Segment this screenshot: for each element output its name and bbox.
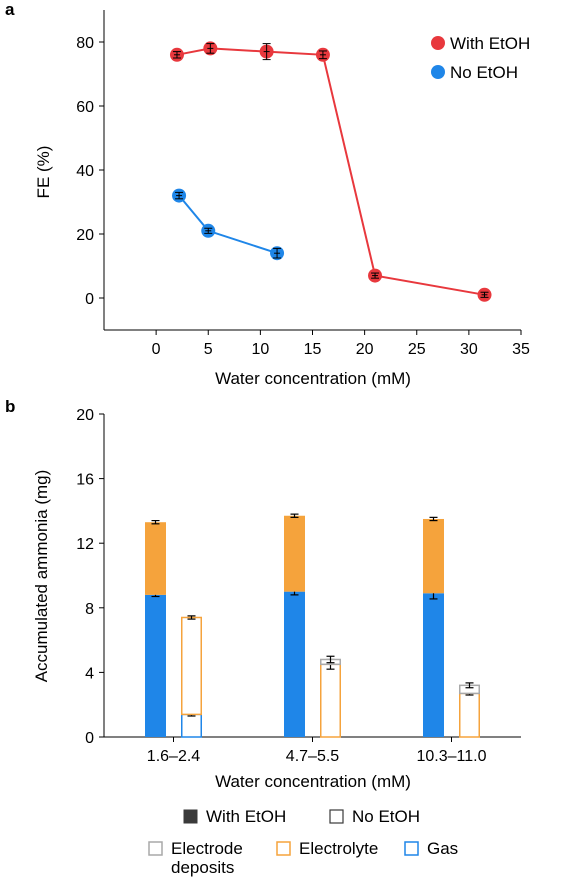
legend-label-electrode-line2: deposits — [171, 858, 234, 877]
error-bar-with-etoh-electrolyte — [151, 519, 160, 525]
panel-b-y-tick-label: 16 — [76, 472, 94, 489]
panel-a-x-tick-label: 10 — [251, 341, 269, 358]
bar-with-etoh-electrolyte — [284, 515, 305, 592]
panel-b: 0 4 8 12 16 20 1.6–2.4 4.7–5.5 10.3–11.0 Water … — [32, 407, 521, 791]
error-bar-no-etoh-electrode-deposits — [326, 655, 335, 664]
panel-b-x-tick-label: 1.6–2.4 — [147, 748, 200, 765]
error-bar-no-etoh — [204, 227, 213, 234]
panel-a-x-tick-label: 35 — [512, 341, 530, 358]
bar-no-etoh-electrolyte — [320, 663, 341, 738]
panel-b-x-tick-label: 10.3–11.0 — [417, 748, 487, 765]
panel-a-y-tick-label: 60 — [76, 99, 94, 116]
panel-a-x-tick-label: 25 — [408, 341, 426, 358]
panel-a-x-tick-label: 15 — [304, 341, 322, 358]
panel-a-x-label: Water concentration (mM) — [215, 369, 411, 388]
error-bar-no-etoh — [175, 191, 184, 200]
legend-swatch-electrolyte — [276, 841, 291, 856]
legend-swatch-with-etoh — [183, 809, 198, 824]
error-bar-with-etoh — [371, 272, 380, 279]
error-bar-no-etoh-electrolyte — [187, 615, 196, 620]
panel-b-legend: With EtOH No EtOH Electrode deposits Ele… — [148, 807, 458, 877]
legend-marker-no-etoh — [431, 65, 445, 79]
panel-a-x-tick-label: 0 — [152, 341, 161, 358]
bar-no-etoh-electrolyte — [181, 616, 202, 716]
error-bar-no-etoh-electrode-deposits — [465, 682, 474, 689]
panel-a-legend: With EtOH No EtOH — [431, 34, 530, 82]
panel-a-y-tick-label: 80 — [76, 35, 94, 52]
panel-a-x-tick-label: 30 — [460, 341, 478, 358]
error-bar-with-etoh-electrolyte — [429, 516, 438, 522]
panel-a-letter: a — [5, 0, 15, 19]
error-bar-with-etoh — [172, 51, 181, 59]
panel-a-y-tick-label: 40 — [76, 163, 94, 180]
legend-label-no-etoh: No EtOH — [352, 807, 420, 826]
legend-label-with-etoh: With EtOH — [450, 34, 530, 53]
error-bar-with-etoh — [206, 43, 215, 54]
panel-b-x-tick-label: 4.7–5.5 — [286, 748, 339, 765]
bar-with-etoh-gas — [423, 593, 444, 737]
error-bar-with-etoh — [480, 291, 489, 298]
series-line-with-etoh — [176, 47, 485, 296]
panel-a: 0 20 40 60 80 0 5 10 15 20 25 30 35 Water concentra… — [34, 10, 530, 388]
panel-a-y-tick-label: 20 — [76, 227, 94, 244]
panel-a-y-tick-label: 0 — [85, 291, 94, 308]
legend-swatch-gas — [404, 841, 419, 856]
error-bar-with-etoh — [262, 43, 271, 61]
bar-no-etoh-electrolyte — [459, 692, 480, 738]
legend-marker-with-etoh — [431, 36, 445, 50]
panel-b-y-tick-label: 4 — [85, 665, 94, 682]
legend-label-electrode-line1: Electrode — [171, 839, 243, 858]
panel-b-x-label: Water concentration (mM) — [215, 772, 411, 791]
panel-b-y-tick-label: 0 — [85, 730, 94, 747]
panel-b-y-tick-label: 20 — [76, 407, 94, 424]
error-bar-with-etoh-electrolyte — [290, 513, 299, 518]
legend-label-gas: Gas — [427, 839, 458, 858]
panel-b-y-tick-label: 8 — [85, 601, 94, 618]
bar-no-etoh-gas — [181, 713, 202, 738]
panel-b-letter: b — [5, 397, 15, 416]
bar-with-etoh-electrolyte — [423, 518, 444, 594]
error-bar-with-etoh — [318, 50, 327, 60]
legend-label-with-etoh: With EtOH — [206, 807, 286, 826]
panel-a-x-tick-label: 5 — [204, 341, 213, 358]
legend-swatch-no-etoh — [329, 809, 344, 824]
bar-with-etoh-gas — [284, 591, 305, 737]
panel-b-y-tick-label: 12 — [76, 536, 94, 553]
bar-with-etoh-gas — [145, 594, 166, 737]
error-bar-no-etoh — [273, 247, 282, 259]
bar-with-etoh-electrolyte — [145, 522, 166, 595]
series-line-no-etoh — [178, 194, 278, 255]
panel-a-x-tick-label: 20 — [356, 341, 374, 358]
legend-swatch-electrode-deposits — [148, 841, 163, 856]
panel-a-y-label: FE (%) — [34, 146, 53, 199]
legend-label-electrolyte: Electrolyte — [299, 839, 378, 858]
panel-b-y-label: Accumulated ammonia (mg) — [32, 470, 51, 683]
legend-label-no-etoh: No EtOH — [450, 63, 518, 82]
